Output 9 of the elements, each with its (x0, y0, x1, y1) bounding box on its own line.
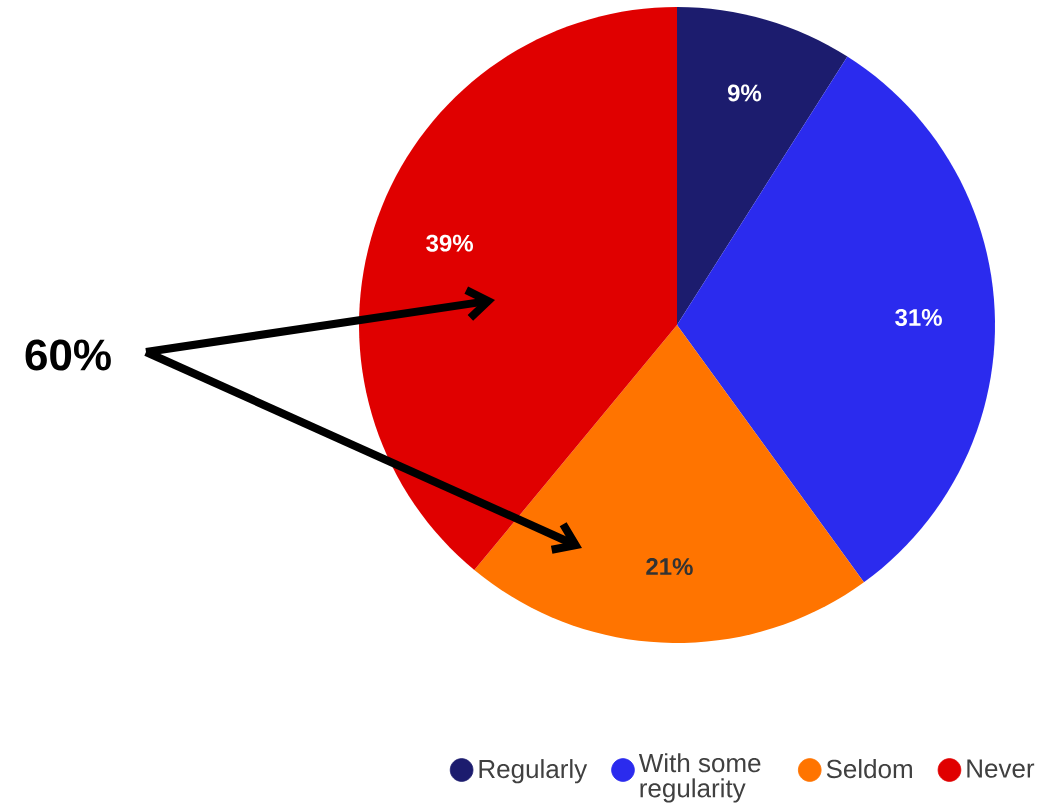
data-label: 9% (727, 84, 762, 102)
data-label: 31% (895, 308, 942, 326)
legend-label: Never (967, 759, 1035, 778)
legend-label: Regularly (479, 759, 588, 784)
legend-label: With some regularity (638, 753, 761, 803)
text: 60% (25, 339, 111, 371)
data-label: 39% (426, 234, 473, 252)
legend-label: Seldom (826, 759, 912, 779)
data-label: 21% (646, 558, 693, 576)
